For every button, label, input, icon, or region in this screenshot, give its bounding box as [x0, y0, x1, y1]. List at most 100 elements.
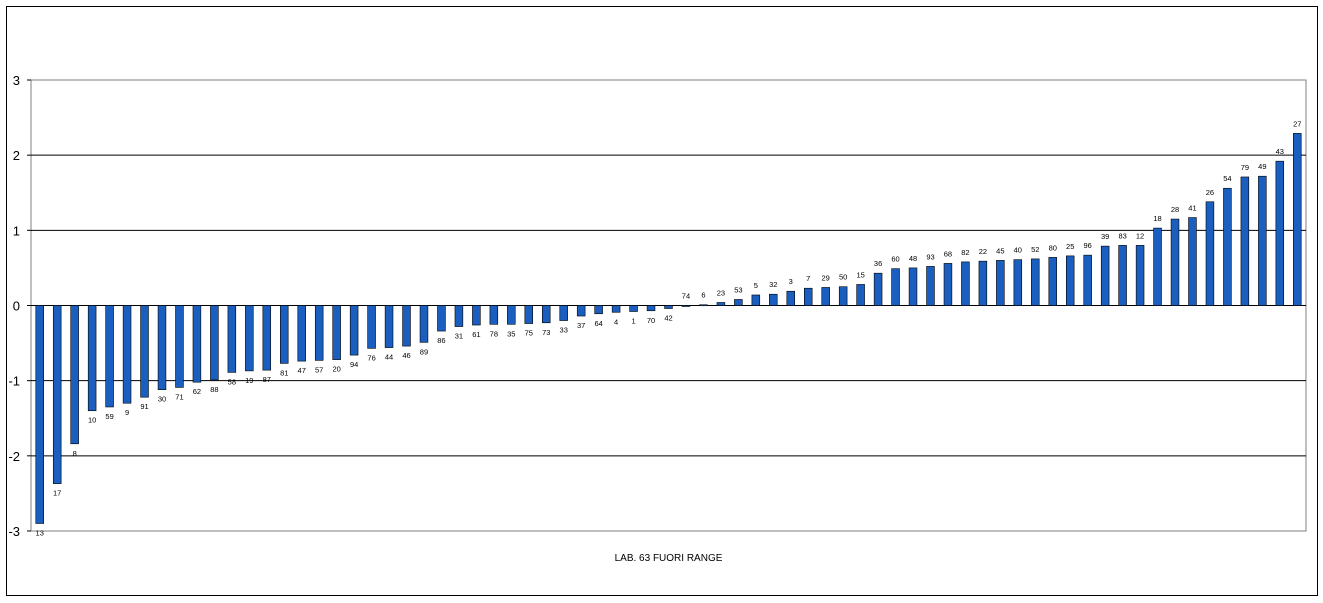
data-label-54: 54: [1223, 174, 1231, 183]
data-label-58: 58: [228, 377, 236, 386]
x-axis-label: LAB. 63 FUORI RANGE: [615, 553, 723, 564]
bar-53: [734, 299, 743, 306]
bar-39: [1100, 245, 1110, 306]
data-label-48: 48: [909, 254, 917, 263]
data-label-76: 76: [367, 353, 375, 362]
data-label-35: 35: [507, 329, 515, 338]
bar-61: [472, 305, 481, 326]
data-label-53: 53: [734, 285, 742, 294]
y-tick-label: 3: [13, 73, 20, 88]
data-label-46: 46: [402, 351, 410, 360]
data-label-41: 41: [1188, 204, 1196, 213]
bar-62: [192, 305, 202, 383]
data-label-6: 6: [701, 291, 705, 300]
bar-25: [1065, 255, 1075, 306]
bar-74: [681, 305, 691, 307]
bar-46: [402, 305, 411, 347]
bar-29: [821, 287, 830, 306]
bar-88: [210, 305, 219, 381]
bar-91: [140, 305, 149, 398]
data-label-62: 62: [193, 387, 201, 396]
data-label-60: 60: [891, 255, 899, 264]
bar-7: [803, 287, 813, 306]
data-label-15: 15: [856, 270, 864, 279]
data-label-86: 86: [437, 336, 445, 345]
data-label-78: 78: [490, 329, 498, 338]
data-label-45: 45: [996, 246, 1004, 255]
data-label-5: 5: [754, 281, 758, 290]
bar-42: [664, 305, 673, 309]
data-label-83: 83: [1118, 231, 1126, 240]
data-label-32: 32: [769, 280, 777, 289]
data-label-70: 70: [647, 316, 655, 325]
data-label-10: 10: [88, 416, 96, 425]
data-label-89: 89: [420, 347, 428, 356]
data-label-17: 17: [53, 489, 61, 498]
bar-45: [996, 260, 1005, 306]
bar-22: [978, 260, 988, 306]
data-label-57: 57: [315, 365, 323, 374]
data-label-9: 9: [125, 408, 129, 417]
bar-68: [943, 263, 953, 306]
bar-3: [786, 290, 795, 306]
bar-93: [926, 266, 935, 306]
bar-78: [489, 305, 499, 325]
bar-36: [873, 272, 883, 306]
bar-73: [542, 305, 551, 324]
bar-50: [838, 286, 848, 306]
y-tick-label: -2: [8, 449, 20, 464]
bar-71: [175, 305, 184, 388]
bar-18: [1153, 227, 1162, 306]
bar-32: [769, 293, 778, 306]
bar-96: [1083, 254, 1092, 306]
y-tick-label: -1: [8, 374, 20, 389]
bar-47: [297, 305, 306, 362]
data-label-74: 74: [682, 292, 690, 301]
data-label-94: 94: [350, 360, 358, 369]
bar-43: [1275, 160, 1285, 306]
bar-83: [1118, 245, 1127, 306]
bar-6: [699, 304, 708, 307]
data-label-25: 25: [1066, 242, 1074, 251]
data-label-29: 29: [822, 273, 830, 282]
y-tick-label: 1: [13, 223, 20, 238]
bar-82: [961, 261, 970, 306]
data-label-47: 47: [298, 366, 306, 375]
bar-37: [576, 305, 586, 317]
bar-52: [1031, 258, 1040, 306]
data-label-50: 50: [839, 273, 847, 282]
y-tick-label: 0: [13, 299, 20, 314]
data-label-64: 64: [594, 319, 602, 328]
bar-87: [262, 305, 272, 371]
bar-9: [122, 305, 132, 404]
data-label-20: 20: [332, 365, 340, 374]
bar-89: [419, 305, 429, 343]
bar-5: [751, 294, 761, 306]
bar-75: [524, 305, 534, 324]
data-label-68: 68: [944, 249, 952, 258]
data-label-18: 18: [1153, 214, 1161, 223]
data-label-3: 3: [789, 277, 793, 286]
bar-57: [314, 305, 324, 361]
data-label-23: 23: [717, 288, 725, 297]
bar-13: [35, 305, 44, 524]
bar-28: [1170, 218, 1180, 306]
data-label-52: 52: [1031, 245, 1039, 254]
data-label-80: 80: [1049, 243, 1057, 252]
data-label-37: 37: [577, 321, 585, 330]
data-label-26: 26: [1206, 188, 1214, 197]
bar-79: [1240, 176, 1250, 306]
bar-26: [1205, 201, 1215, 306]
data-label-82: 82: [961, 248, 969, 257]
data-label-39: 39: [1101, 232, 1109, 241]
bar-15: [856, 284, 865, 306]
data-label-19: 19: [245, 376, 253, 385]
data-label-30: 30: [158, 395, 166, 404]
data-label-22: 22: [979, 247, 987, 256]
data-label-73: 73: [542, 328, 550, 337]
bar-80: [1048, 257, 1057, 306]
bar-4: [611, 305, 621, 313]
data-label-12: 12: [1136, 231, 1144, 240]
data-label-87: 87: [263, 375, 271, 384]
